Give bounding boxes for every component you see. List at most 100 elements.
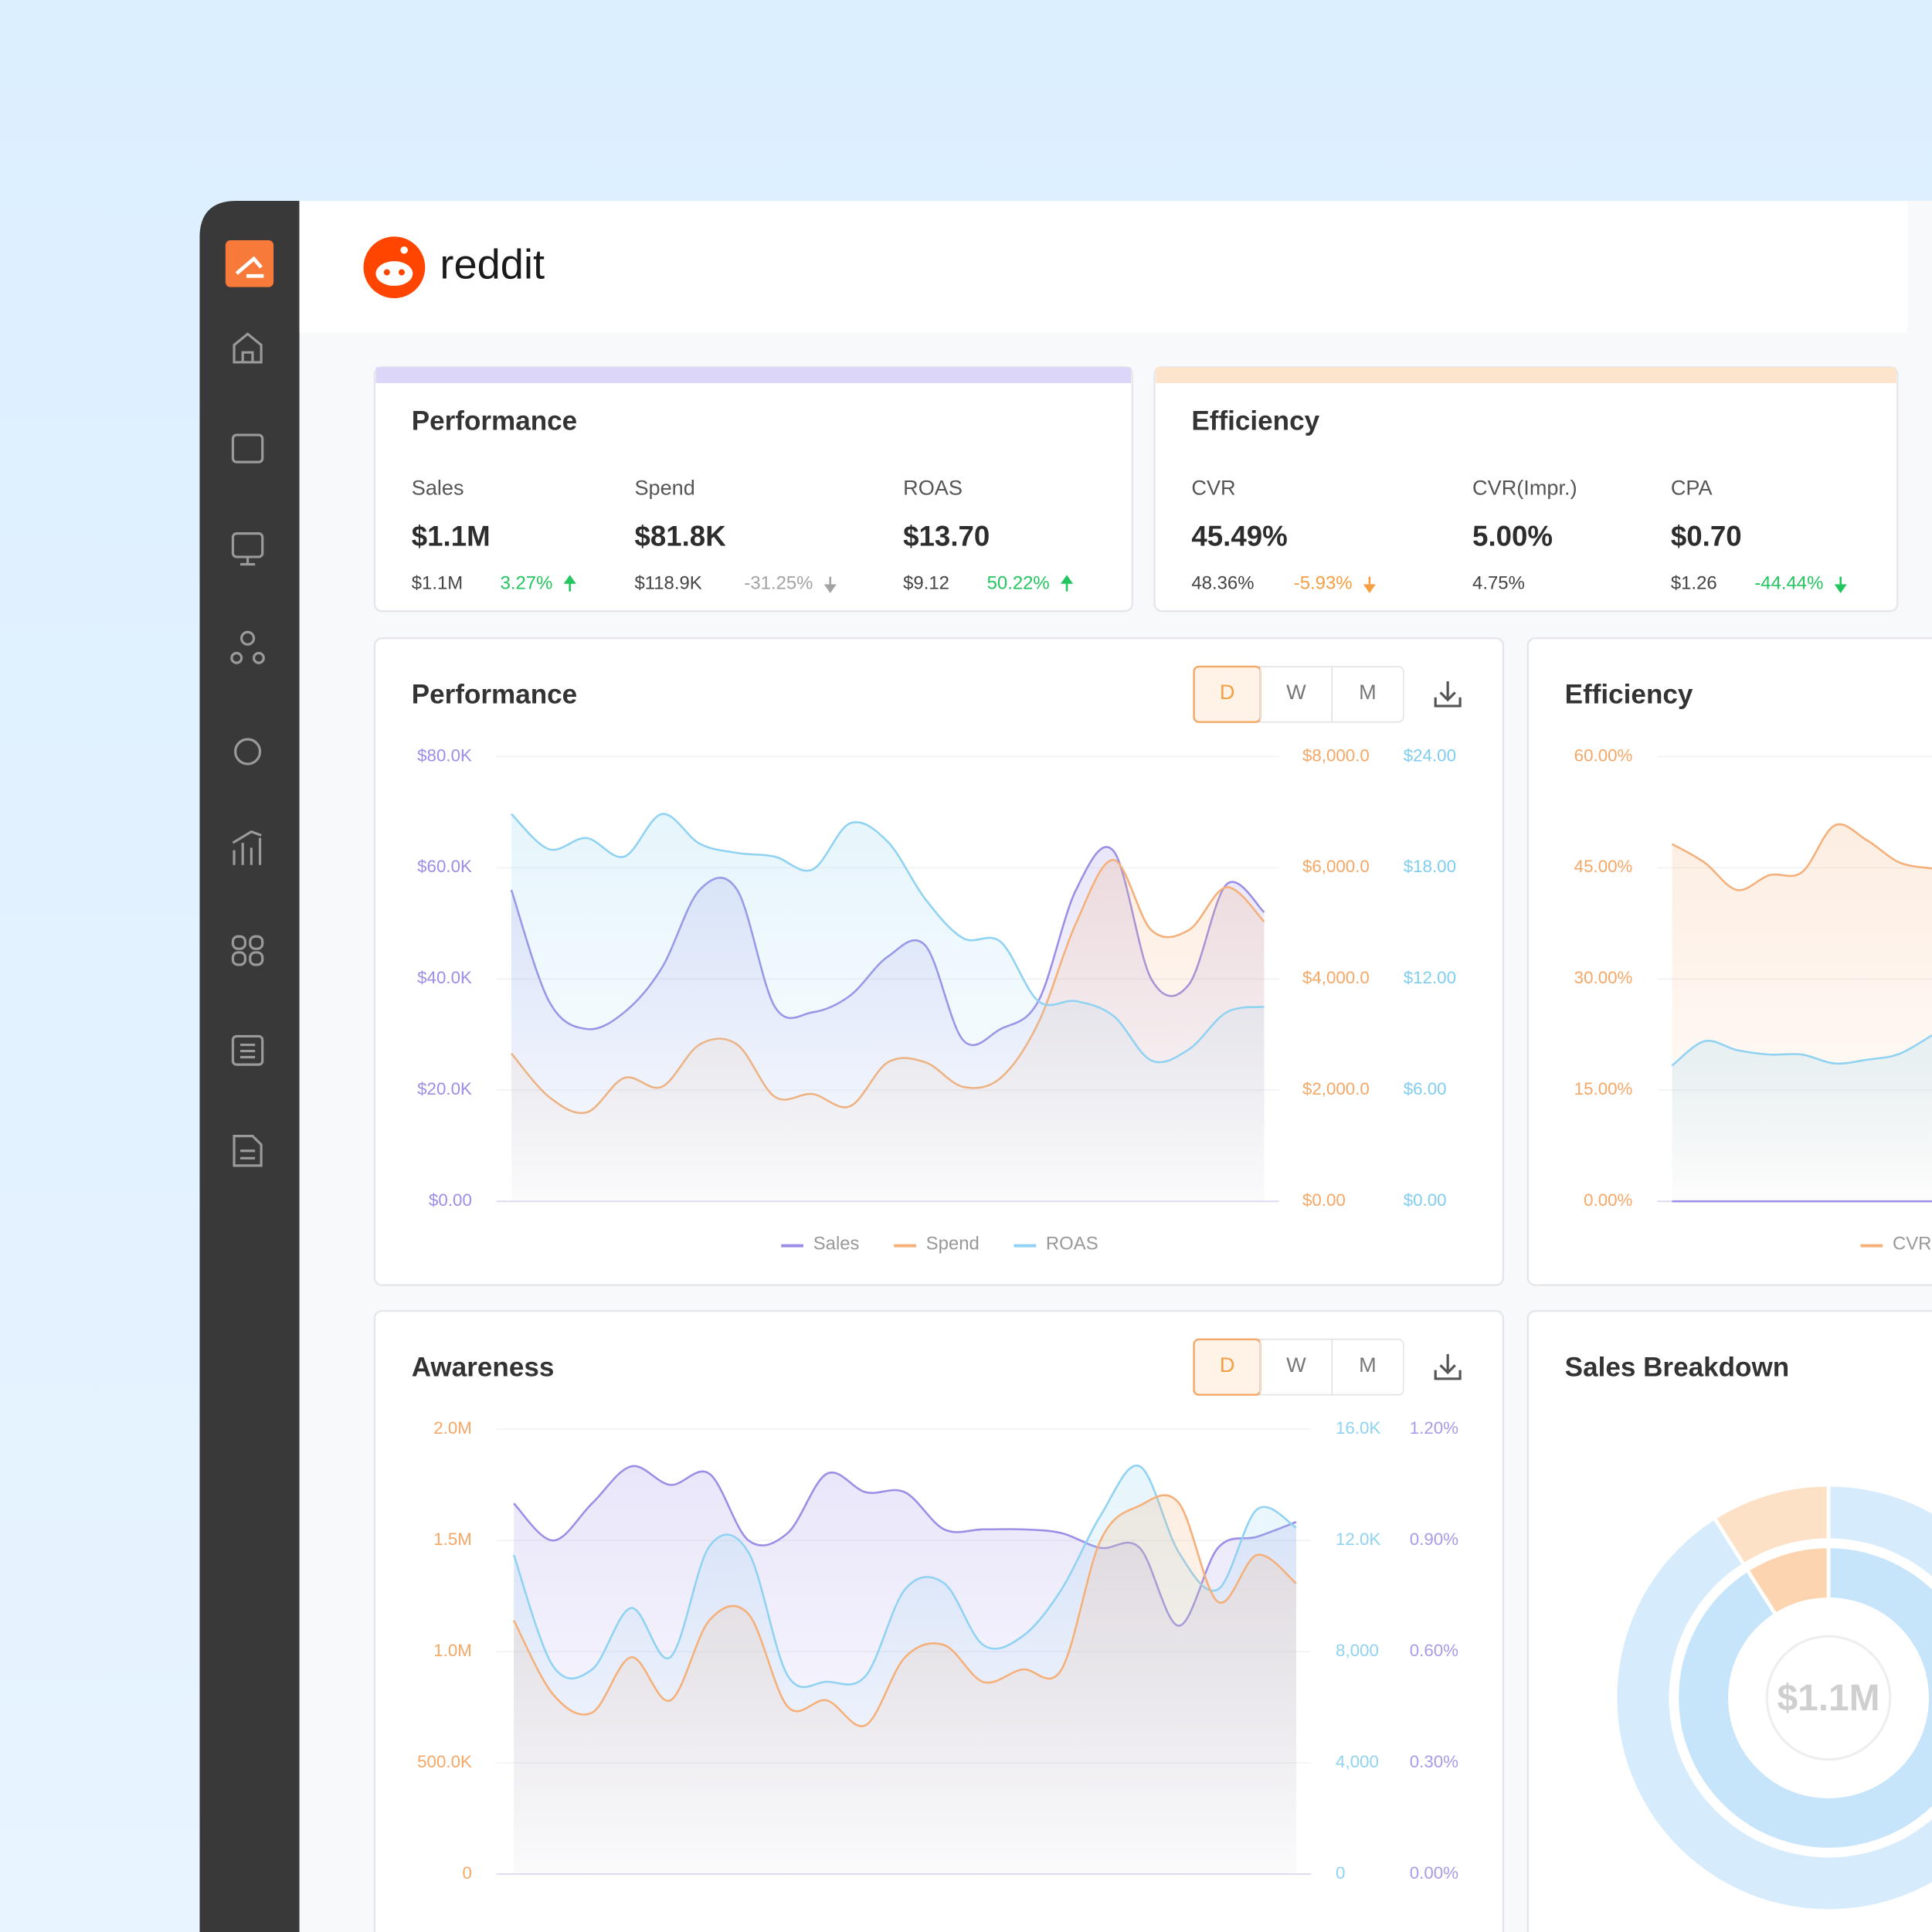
axis-tick-label: 0 [462, 1863, 471, 1883]
series-area [1672, 1035, 1932, 1202]
header [299, 200, 1908, 333]
donut-center-label: $1.1M [1778, 1678, 1880, 1719]
nav-analytics[interactable] [232, 830, 262, 865]
donut-segment [1675, 1544, 1932, 1852]
metric-label: Spend [634, 475, 694, 499]
card-stripe [1156, 367, 1896, 384]
series-area [514, 1495, 1296, 1875]
period-button[interactable]: W [1286, 1353, 1306, 1377]
metric-change: -5.93% [1294, 572, 1353, 593]
metric-value: 5.00% [1472, 521, 1553, 552]
nav-apps[interactable] [231, 935, 247, 950]
trend-arrow [563, 575, 576, 592]
axis-tick-label: 1.0M [433, 1641, 472, 1660]
axis-tick-label: 16.0K [1336, 1418, 1380, 1438]
period-button[interactable]: D [1220, 1353, 1235, 1377]
nav-home[interactable] [233, 332, 263, 364]
axis-tick-label: $2,000.0 [1302, 1079, 1370, 1098]
period-button[interactable]: M [1359, 680, 1377, 704]
axis-tick-label: $60.0K [417, 857, 472, 876]
metric-label: CVR [1191, 475, 1235, 499]
series-line [511, 813, 1265, 1064]
app-logo-mark [235, 256, 264, 278]
legend-label: Sales [813, 1233, 860, 1254]
nav-calendar[interactable] [231, 433, 264, 463]
nav-report[interactable] [233, 1135, 263, 1167]
metric-previous: $9.12 [903, 572, 949, 593]
axis-tick-label: $6.00 [1404, 1079, 1447, 1098]
metric-previous: 4.75% [1472, 572, 1525, 593]
metric-previous: 48.36% [1191, 572, 1254, 593]
nav-apps-b [249, 935, 264, 950]
card-title: Performance [412, 406, 577, 436]
axis-tick-label: 12.0K [1336, 1530, 1380, 1549]
axis-tick-label: $80.0K [417, 745, 472, 765]
axis-tick-label: $0.00 [1404, 1190, 1447, 1210]
metric-value: $0.70 [1671, 521, 1742, 552]
donut-segment [1613, 1482, 1932, 1913]
axis-tick-label: $20.0K [417, 1079, 472, 1098]
series-area [511, 813, 1265, 1202]
axis-tick-label: 2.0M [433, 1418, 472, 1438]
period-button[interactable]: D [1220, 680, 1235, 704]
donut-segment [1744, 1544, 1831, 1618]
legend-label: CVR [1893, 1233, 1931, 1254]
axis-tick-label: 8,000 [1336, 1641, 1379, 1660]
donut-center [1765, 1635, 1892, 1761]
axis-tick-label: $4,000.0 [1302, 968, 1370, 987]
trend-arrow [1834, 576, 1847, 593]
reddit-logo-eye [398, 269, 405, 276]
period-button[interactable]: M [1359, 1353, 1377, 1377]
axis-tick-label: 1.20% [1410, 1418, 1458, 1438]
axis-tick-label: $18.00 [1404, 857, 1456, 876]
chart-title: Awareness [412, 1352, 555, 1382]
nav-apps-c [231, 951, 247, 966]
chart-title: Sales Breakdown [1565, 1352, 1790, 1382]
nav-audience[interactable] [240, 630, 256, 646]
metric-change: 3.27% [501, 572, 553, 593]
nav-list-lines [240, 1043, 256, 1059]
axis-tick-label: 60.00% [1574, 745, 1633, 765]
reddit-logo-antenna [400, 246, 408, 254]
axis-tick-label: 0.30% [1410, 1752, 1458, 1771]
nav-list[interactable] [231, 1034, 264, 1066]
metric-previous: $118.9K [634, 572, 701, 593]
reddit-logo-face [375, 261, 413, 287]
axis-tick-label: $0.00 [1302, 1190, 1346, 1210]
metric-change: -31.25% [744, 572, 813, 593]
download-button[interactable] [1434, 1353, 1462, 1380]
nav-audience-c [252, 651, 265, 664]
trend-arrow [1061, 575, 1074, 592]
trend-arrow [1363, 576, 1376, 593]
download-button[interactable] [1434, 681, 1462, 708]
metric-value: 45.49% [1191, 521, 1287, 552]
trend-arrow [823, 576, 837, 593]
nav-apps-d [249, 951, 264, 966]
metric-value: $13.70 [903, 521, 990, 552]
axis-tick-label: 30.00% [1574, 968, 1633, 987]
nav-money[interactable] [234, 738, 262, 766]
series-line [1671, 823, 1932, 891]
axis-tick-label: $40.0K [417, 968, 472, 987]
axis-tick-label: 4,000 [1336, 1752, 1379, 1771]
card-stripe [375, 367, 1132, 384]
chart-title: Efficiency [1565, 679, 1693, 709]
reddit-logo-eye [383, 269, 390, 276]
metric-label: CPA [1671, 475, 1713, 499]
brand-name: reddit [440, 241, 545, 287]
metric-change: -44.44% [1754, 572, 1823, 593]
axis-tick-label: 0.00% [1410, 1863, 1458, 1883]
metric-previous: $1.1M [412, 572, 463, 593]
axis-tick-label: 0.90% [1410, 1530, 1458, 1549]
metric-previous: $1.26 [1671, 572, 1717, 593]
legend-label: ROAS [1046, 1233, 1098, 1254]
axis-tick-label: $6,000.0 [1302, 857, 1370, 876]
series-line [512, 1494, 1297, 1727]
period-button[interactable]: W [1286, 680, 1306, 704]
donut-segment [1711, 1482, 1831, 1567]
axis-tick-label: 45.00% [1574, 857, 1633, 876]
axis-tick-label: 15.00% [1574, 1079, 1633, 1098]
nav-icons [230, 332, 265, 1167]
